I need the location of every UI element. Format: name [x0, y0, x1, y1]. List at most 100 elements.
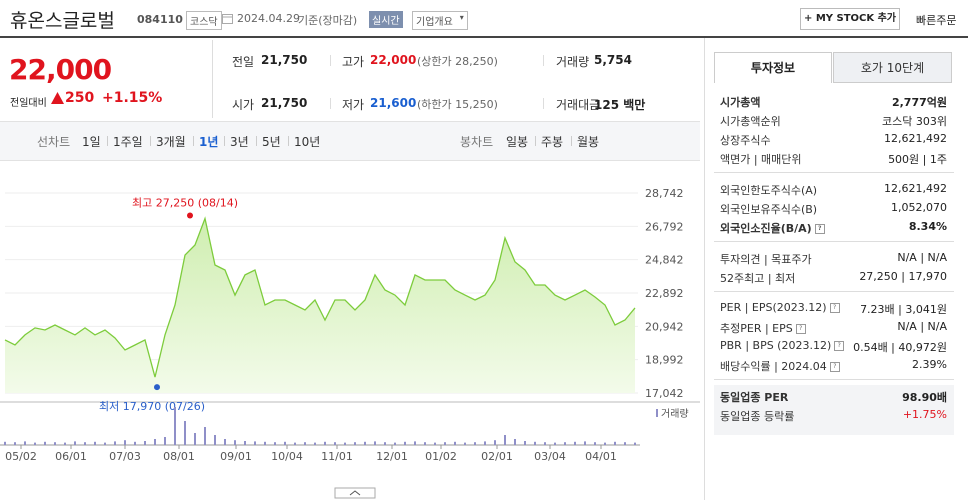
summary-label: 전일: [232, 55, 255, 69]
candle-tab[interactable]: 일봉: [506, 135, 529, 149]
x-tick-label: 08/01: [163, 450, 195, 463]
info-value: 0.54배 | 40,972원: [853, 341, 947, 354]
annotation-marker: [154, 384, 160, 391]
change-pct: +1.15%: [102, 90, 163, 106]
info-tab[interactable]: 투자정보: [714, 52, 832, 83]
volume-bar: [364, 441, 366, 445]
period-tab[interactable]: 1일: [82, 135, 101, 149]
volume-bar: [164, 437, 166, 445]
x-tick-label: 01/02: [425, 450, 457, 463]
info-label: 시가총액순위: [720, 115, 781, 128]
volume-bar: [304, 442, 306, 445]
x-tick-label: 05/02: [5, 450, 37, 463]
volume-bar: [384, 442, 386, 445]
info-label: 외국인보유주식수(B): [720, 203, 818, 216]
summary-value: 125 백만: [594, 98, 646, 112]
summary-label: 고가: [342, 55, 365, 69]
volume-bar: [74, 441, 76, 445]
company-button[interactable]: 기업개요 ▾: [412, 11, 468, 30]
info-label: 액면가 | 매매단위: [720, 153, 802, 166]
annotation-marker: [187, 212, 193, 219]
volume-bar: [284, 441, 286, 445]
tab-separator: [150, 136, 151, 146]
tab-separator: [535, 136, 536, 146]
candle-tab[interactable]: 주봉: [541, 135, 564, 149]
info-label: 외국인한도주식수(A): [720, 184, 818, 197]
info-value: 2.39%: [912, 358, 947, 371]
realtime-button[interactable]: 실시간: [369, 11, 403, 28]
summary-label: 거래대금: [556, 98, 601, 112]
volume-bar: [194, 433, 196, 445]
section-rule: [714, 241, 954, 242]
summary-value: 21,600: [370, 96, 417, 110]
section-rule: [714, 172, 954, 173]
volume-bar: [24, 441, 26, 445]
volume-bar: [624, 442, 626, 445]
period-tab[interactable]: 3개월: [156, 135, 186, 149]
volume-bar: [114, 441, 116, 445]
mystock-button[interactable]: + MY STOCK 추가: [800, 8, 900, 30]
period-tab[interactable]: 1주일: [113, 135, 143, 149]
shaded-section: [714, 385, 954, 435]
y-tick-label: 26,792: [645, 220, 684, 233]
period-tab[interactable]: 1년: [199, 135, 219, 149]
info-label: 배당수익률 | 2024.04?: [720, 358, 840, 374]
volume-bar: [124, 440, 126, 445]
stock-name: 휴온스글로벌: [10, 10, 115, 32]
volume-bar: [504, 435, 506, 445]
volume-bar: [374, 441, 376, 445]
plus-icon: +: [803, 13, 816, 24]
quick-order[interactable]: 빠른주문: [916, 14, 957, 27]
volume-bar: [604, 442, 606, 445]
summary-value: 5,754: [594, 53, 632, 67]
y-tick-label: 20,942: [645, 320, 684, 333]
tab-separator: [224, 136, 225, 146]
volume-bar: [184, 421, 186, 445]
period-tab[interactable]: 5년: [262, 135, 281, 149]
volume-bar: [524, 441, 526, 445]
panel-border: [704, 38, 705, 500]
annotation-label: 최고 27,250 (08/14): [132, 197, 238, 210]
x-tick-label: 06/01: [55, 450, 87, 463]
info-value: 7.23배 | 3,041원: [860, 303, 947, 316]
price-area: [5, 218, 635, 393]
help-icon[interactable]: ?: [829, 362, 840, 372]
info-value: 12,621,492: [884, 132, 947, 145]
change-amount: 250: [65, 90, 95, 106]
period-tab[interactable]: 10년: [294, 135, 321, 149]
help-icon[interactable]: ?: [834, 341, 845, 351]
info-tab[interactable]: 호가 10단계: [833, 52, 952, 83]
volume-bar: [464, 442, 466, 445]
collapse-button[interactable]: [334, 487, 376, 499]
info-value: 27,250 | 17,970: [859, 270, 947, 283]
summary-extra: (하한가 15,250): [417, 98, 498, 111]
volume-bar: [494, 440, 496, 445]
x-tick-label: 04/01: [585, 450, 617, 463]
line-chart-label: 선차트: [37, 135, 71, 149]
x-tick-label: 03/04: [534, 450, 566, 463]
period-tab[interactable]: 3년: [230, 135, 249, 149]
info-label: 동일업종 PER: [720, 391, 789, 404]
candle-tab[interactable]: 월봉: [577, 135, 600, 149]
info-label: 외국인소진율(B/A)?: [720, 220, 825, 236]
volume-bar: [394, 442, 396, 445]
volume-bar: [254, 441, 256, 445]
summary-value: 21,750: [261, 96, 308, 110]
volume-bar: [484, 441, 486, 445]
volume-bar: [534, 441, 536, 445]
annotation-label: 최저 17,970 (07/26): [99, 400, 205, 413]
tab-separator: [193, 136, 194, 146]
x-tick-label: 10/04: [271, 450, 303, 463]
price-line: [4, 216, 636, 378]
calendar-icon: [222, 14, 233, 24]
volume-bar: [574, 441, 576, 445]
volume-bar: [354, 442, 356, 445]
tab-separator: [571, 136, 572, 146]
divider: [212, 40, 213, 118]
collapse-icon: [349, 490, 361, 496]
help-icon[interactable]: ?: [829, 303, 840, 313]
help-icon[interactable]: ?: [795, 324, 806, 334]
current-price: 22,000: [9, 53, 112, 86]
help-icon[interactable]: ?: [814, 224, 825, 234]
info-label: 52주최고 | 최저: [720, 272, 796, 285]
